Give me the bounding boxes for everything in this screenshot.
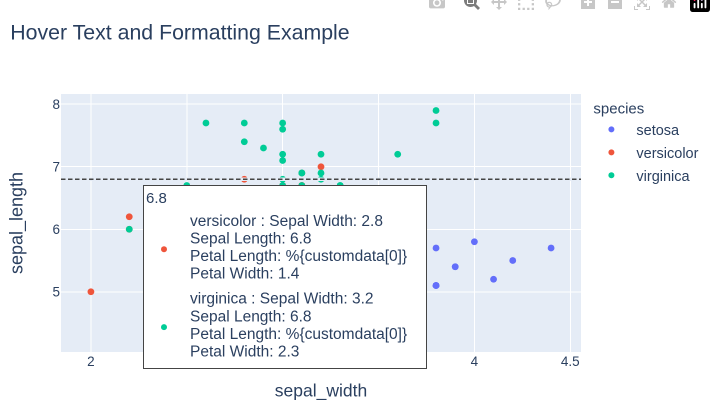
svg-text:species: species bbox=[593, 101, 644, 118]
svg-text:sepal_width: sepal_width bbox=[275, 380, 367, 401]
svg-text:virginica: virginica bbox=[636, 169, 690, 185]
svg-text:setosa: setosa bbox=[636, 123, 680, 139]
svg-text:sepal_length: sepal_length bbox=[7, 172, 28, 274]
svg-text:Hover Text and Formatting Exam: Hover Text and Formatting Example bbox=[10, 21, 349, 45]
svg-text:versicolor: versicolor bbox=[636, 146, 698, 162]
